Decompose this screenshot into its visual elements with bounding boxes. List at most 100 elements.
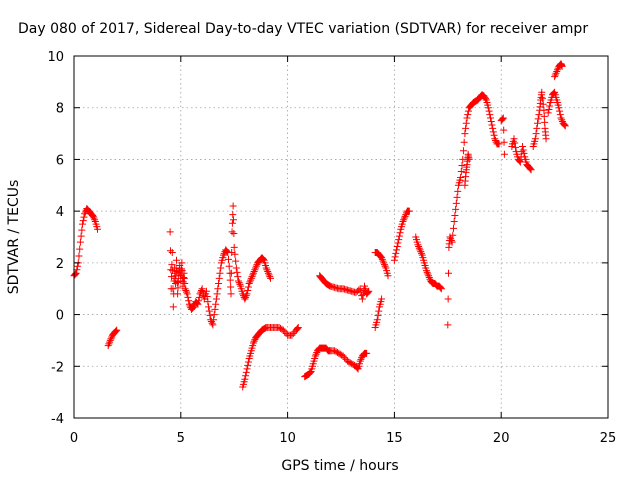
data-point (182, 286, 190, 294)
data-point (204, 298, 212, 306)
data-point (76, 238, 84, 246)
data-point (227, 290, 235, 298)
data-point (346, 359, 354, 367)
data-point (462, 119, 470, 127)
data-point (482, 95, 490, 103)
data-point (249, 339, 257, 347)
data-point (220, 251, 228, 259)
data-point (348, 360, 356, 368)
data-point (555, 104, 563, 112)
plot-frame (73, 55, 609, 419)
data-point (444, 321, 452, 329)
data-point (491, 135, 499, 143)
data-point (535, 111, 543, 119)
data-point (449, 224, 457, 232)
data-point (311, 352, 319, 360)
data-point (462, 124, 470, 132)
data-point (195, 293, 203, 301)
data-point (216, 269, 224, 277)
data-point (425, 274, 433, 282)
data-point (294, 324, 302, 331)
data-point (378, 295, 386, 303)
data-point (205, 303, 213, 311)
data-point (181, 285, 189, 293)
data-point (281, 328, 289, 336)
data-point (561, 121, 569, 129)
data-point (93, 225, 101, 233)
data-point (542, 135, 550, 143)
data-point (333, 348, 341, 356)
data-point (222, 247, 230, 255)
data-point (540, 106, 548, 114)
data-point (415, 244, 423, 252)
data-point (424, 270, 432, 278)
data-point (227, 283, 235, 291)
data-point (534, 115, 542, 123)
x-tick-label: 15 (386, 431, 403, 446)
data-point (211, 305, 219, 313)
data-point (262, 264, 270, 272)
data-point (282, 330, 290, 338)
data-point (78, 226, 86, 234)
data-point (242, 293, 250, 301)
data-point (556, 111, 564, 119)
data-point (104, 342, 112, 350)
data-point (552, 69, 560, 77)
y-axis-title: SDTVAR / TECUs (6, 180, 22, 295)
x-tick-label: 25 (600, 431, 617, 446)
data-point (210, 311, 218, 319)
y-tick-label: 2 (56, 257, 64, 272)
data-point (445, 269, 453, 277)
data-point (167, 266, 175, 274)
data-point (264, 267, 272, 275)
data-point (335, 349, 343, 357)
data-point (252, 262, 260, 270)
data-point (417, 248, 425, 256)
data-point (190, 303, 198, 311)
data-point (416, 246, 424, 254)
data-point (520, 149, 528, 157)
data-point (357, 355, 365, 363)
data-point (173, 279, 181, 287)
x-tick-label: 20 (493, 431, 510, 446)
data-point (391, 253, 399, 261)
data-point (343, 357, 351, 365)
data-point (198, 285, 206, 293)
data-point (488, 121, 496, 129)
data-point (306, 369, 314, 377)
data-point (73, 266, 81, 274)
data-point (394, 239, 402, 247)
data-point (558, 62, 566, 70)
data-point (212, 300, 220, 308)
data-point (276, 324, 284, 332)
data-point (465, 155, 473, 163)
data-point (79, 220, 87, 228)
data-point (228, 249, 236, 257)
data-point (247, 274, 255, 282)
data-point (545, 105, 553, 113)
data-point (499, 115, 507, 123)
grid (74, 56, 608, 418)
data-point (245, 280, 253, 288)
data-point (168, 273, 176, 281)
data-point (375, 307, 383, 315)
data-point (184, 293, 192, 301)
data-point (234, 277, 242, 285)
data-marks (70, 60, 569, 391)
data-point (452, 199, 460, 207)
data-point (538, 88, 546, 96)
x-tick-label: 5 (177, 431, 185, 446)
data-point (540, 112, 548, 120)
data-point (263, 266, 271, 274)
data-point (244, 361, 252, 369)
data-point (106, 338, 114, 346)
data-point (533, 124, 541, 132)
data-point (553, 68, 561, 76)
data-point (210, 316, 218, 324)
data-point (359, 291, 367, 299)
data-point (526, 165, 534, 173)
data-point (259, 255, 267, 263)
data-point (332, 348, 340, 356)
data-point (265, 271, 273, 279)
y-tick-label: -4 (51, 412, 64, 427)
